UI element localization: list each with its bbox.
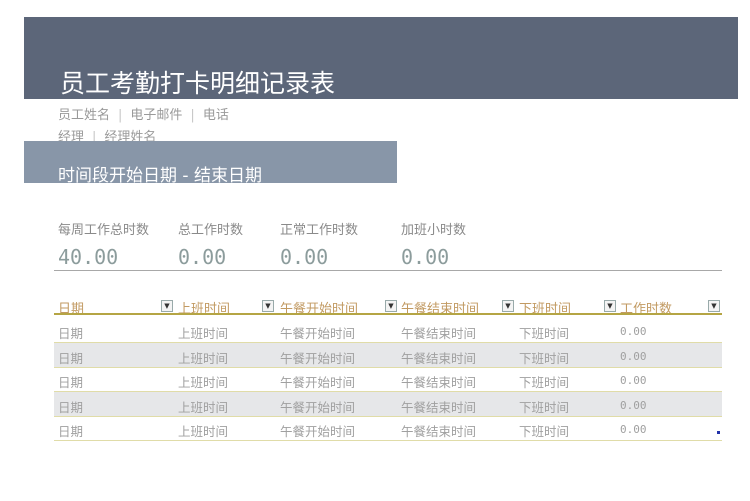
table-cell[interactable]: 午餐结束时间 (401, 424, 477, 439)
table-cell[interactable]: 下班时间 (519, 326, 570, 341)
table-cell[interactable]: 0.00 (620, 374, 647, 387)
filter-dropdown-button[interactable]: ▼ (502, 300, 514, 312)
table-cell[interactable]: 午餐开始时间 (280, 375, 356, 390)
table-cell[interactable]: 上班时间 (178, 399, 229, 415)
summary-value[interactable]: 0.00 (178, 245, 227, 269)
table-cell[interactable]: 日期 (58, 424, 84, 439)
table-row: 日期 上班时间 午餐开始时间 午餐结束时间 下班时间 0.00 (54, 416, 722, 441)
summary-label: 每周工作总时数 (58, 223, 150, 238)
table-cell[interactable]: 下班时间 (519, 375, 570, 390)
period-range[interactable]: 时间段开始日期 - 结束日期 (58, 166, 262, 186)
employee-name[interactable]: 员工姓名 (58, 108, 111, 123)
table-row: 日期 上班时间 午餐开始时间 午餐结束时间 下班时间 0.00 (54, 391, 722, 417)
summary-label: 正常工作时数 (280, 223, 359, 238)
table-cell[interactable]: 午餐结束时间 (401, 326, 477, 341)
table-cell[interactable]: 下班时间 (519, 399, 570, 415)
table-cell[interactable]: 上班时间 (178, 375, 229, 390)
filter-dropdown-button[interactable]: ▼ (262, 300, 274, 312)
dropdown-arrow-icon: ▼ (265, 302, 271, 310)
table-cell[interactable]: 下班时间 (519, 350, 570, 366)
table-cell[interactable]: 午餐结束时间 (401, 350, 477, 366)
phone[interactable]: 电话 (202, 108, 229, 123)
period-banner (24, 141, 397, 183)
title-banner (24, 17, 738, 99)
table-resize-handle[interactable] (717, 431, 720, 434)
table-cell[interactable]: 日期 (58, 326, 84, 341)
table-cell[interactable]: 0.00 (620, 349, 647, 363)
table-cell[interactable]: 日期 (58, 375, 84, 390)
table-cell[interactable]: 上班时间 (178, 350, 229, 366)
table-cell[interactable]: 午餐开始时间 (280, 399, 356, 415)
table-cell[interactable]: 0.00 (620, 423, 647, 436)
table-cell[interactable]: 上班时间 (178, 424, 229, 439)
table-cell[interactable]: 日期 (58, 399, 84, 415)
page-title: 员工考勤打卡明细记录表 (60, 69, 336, 98)
table-cell[interactable]: 午餐结束时间 (401, 375, 477, 390)
email[interactable]: 电子邮件 (130, 108, 183, 123)
table-cell[interactable]: 午餐开始时间 (280, 350, 356, 366)
table-cell[interactable]: 0.00 (620, 398, 647, 412)
table-cell[interactable]: 日期 (58, 350, 84, 366)
dropdown-arrow-icon: ▼ (505, 302, 511, 310)
employee-info: 员工姓名 | 电子邮件 | 电话 (58, 108, 229, 123)
table-row: 日期 上班时间 午餐开始时间 午餐结束时间 下班时间 0.00 (54, 367, 722, 392)
summary-value[interactable]: 40.00 (58, 245, 119, 269)
dropdown-arrow-icon: ▼ (388, 302, 394, 310)
filter-dropdown-button[interactable]: ▼ (708, 300, 720, 312)
summary-label: 总工作时数 (178, 223, 244, 238)
table-row: 日期 上班时间 午餐开始时间 午餐结束时间 下班时间 0.00 (54, 342, 722, 368)
summary-value[interactable]: 0.00 (401, 245, 450, 269)
filter-dropdown-button[interactable]: ▼ (604, 300, 616, 312)
table-row: 日期 上班时间 午餐开始时间 午餐结束时间 下班时间 0.00 (54, 318, 722, 343)
divider (54, 270, 722, 271)
dropdown-arrow-icon: ▼ (607, 302, 613, 310)
table-cell[interactable]: 上班时间 (178, 326, 229, 341)
dropdown-arrow-icon: ▼ (164, 302, 170, 310)
filter-dropdown-button[interactable]: ▼ (161, 300, 173, 312)
summary-label: 加班小时数 (401, 223, 467, 238)
table-cell[interactable]: 午餐开始时间 (280, 424, 356, 439)
header-rule (54, 313, 722, 315)
table-cell[interactable]: 下班时间 (519, 424, 570, 439)
dropdown-arrow-icon: ▼ (711, 302, 717, 310)
table-cell[interactable]: 午餐结束时间 (401, 399, 477, 415)
filter-dropdown-button[interactable]: ▼ (385, 300, 397, 312)
table-cell[interactable]: 0.00 (620, 325, 647, 338)
table-cell[interactable]: 午餐开始时间 (280, 326, 356, 341)
summary-value[interactable]: 0.00 (280, 245, 329, 269)
